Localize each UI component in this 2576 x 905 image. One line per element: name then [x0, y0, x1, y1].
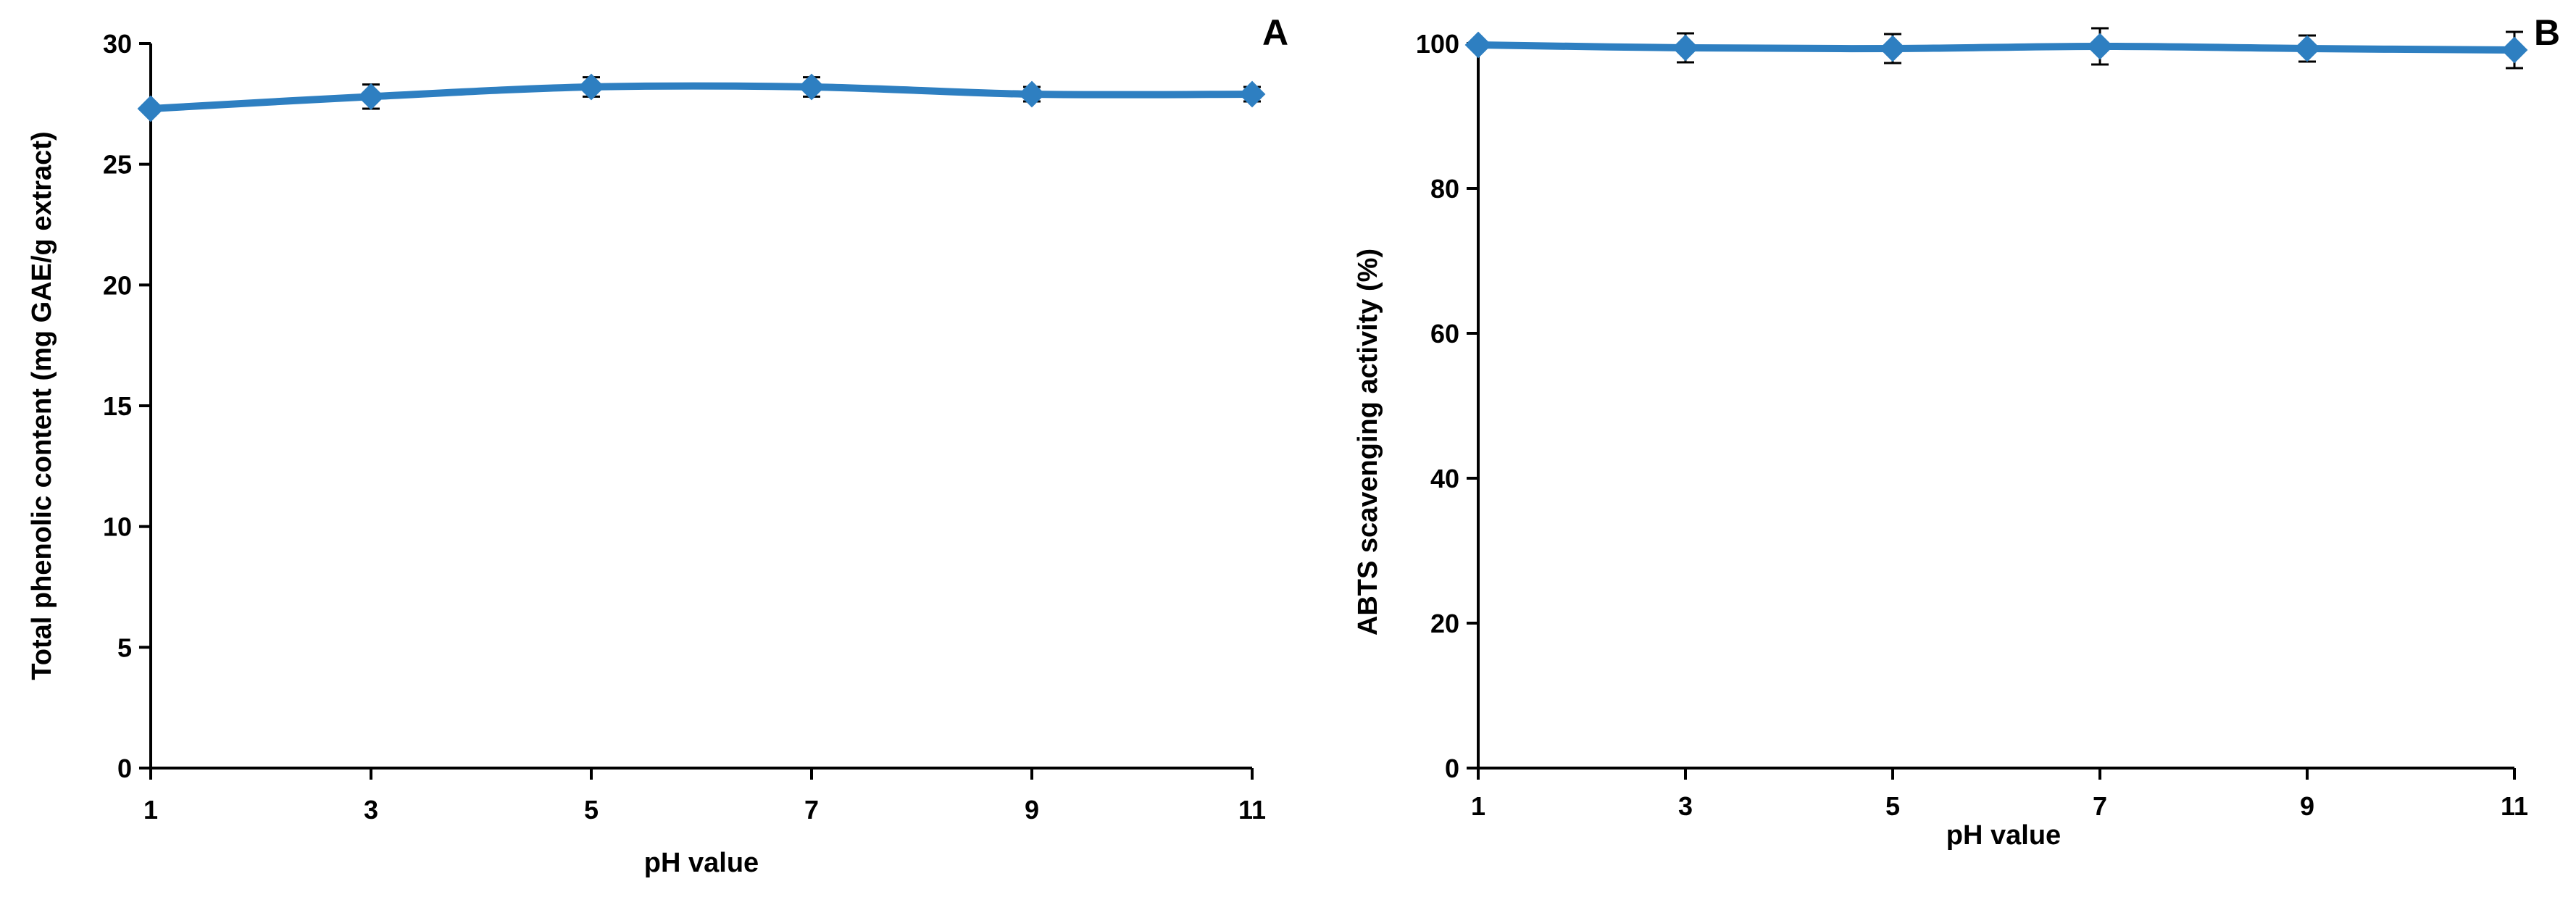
- x-tick-label: 5: [584, 795, 599, 825]
- y-tick-label: 25: [103, 150, 132, 180]
- data-point-marker: [2501, 36, 2528, 64]
- x-tick-label: 11: [2501, 791, 2528, 821]
- x-axis-title: pH value: [644, 848, 759, 878]
- x-tick-label: 1: [143, 795, 158, 825]
- data-point-marker: [1464, 31, 1492, 59]
- panel-letter: A: [1262, 12, 1288, 53]
- y-tick-label: 30: [103, 29, 132, 59]
- x-tick-label: 7: [2093, 791, 2107, 821]
- x-tick-label: 3: [1678, 791, 1693, 821]
- y-axis-title: ABTS scavenging activity (%): [1353, 249, 1383, 635]
- data-point-marker: [137, 95, 164, 122]
- x-tick-label: 11: [1238, 795, 1266, 825]
- y-tick-label: 20: [1430, 609, 1459, 638]
- x-tick-label: 9: [2300, 791, 2314, 821]
- y-tick-label: 5: [117, 633, 132, 662]
- y-tick-label: 40: [1430, 464, 1459, 493]
- x-tick-label: 5: [1885, 791, 1900, 821]
- y-tick-label: 20: [103, 270, 132, 300]
- y-tick-label: 80: [1430, 174, 1459, 204]
- y-tick-label: 15: [103, 391, 132, 421]
- y-tick-label: 100: [1416, 29, 1459, 59]
- x-tick-label: 9: [1025, 795, 1039, 825]
- chart-panel-b: 0 20 40 60 80 100 1 3 5 7 9 11 pH value ABTS scaven…: [1353, 12, 2560, 851]
- y-tick-label: 10: [103, 512, 132, 542]
- panel-letter: B: [2534, 12, 2560, 53]
- series-line: [1475, 41, 2518, 54]
- data-point-marker: [578, 73, 605, 101]
- y-tick-label: 0: [117, 754, 132, 783]
- series-line: [147, 82, 1256, 112]
- data-point-marker: [2086, 33, 2114, 60]
- x-tick-label: 3: [364, 795, 378, 825]
- data-point-marker: [798, 73, 825, 101]
- y-tick-label: 60: [1430, 319, 1459, 349]
- data-point-marker: [1879, 35, 1906, 62]
- x-tick-label: 1: [1471, 791, 1485, 821]
- data-point-marker: [1672, 34, 1699, 62]
- y-axis-title: Total phenolic content (mg GAE/g extract…: [27, 131, 57, 680]
- chart-panel-a: 0 5 10 15 20 25 30 1 3 5 7 9 11 pH value Total pheno…: [27, 12, 1288, 878]
- data-point-marker: [357, 83, 385, 110]
- x-axis-title: pH value: [1946, 820, 2061, 851]
- data-point-marker: [2293, 35, 2321, 62]
- y-tick-label: 0: [1445, 754, 1459, 783]
- x-tick-label: 7: [804, 795, 819, 825]
- data-point-marker: [1238, 80, 1266, 108]
- data-point-marker: [1018, 80, 1046, 108]
